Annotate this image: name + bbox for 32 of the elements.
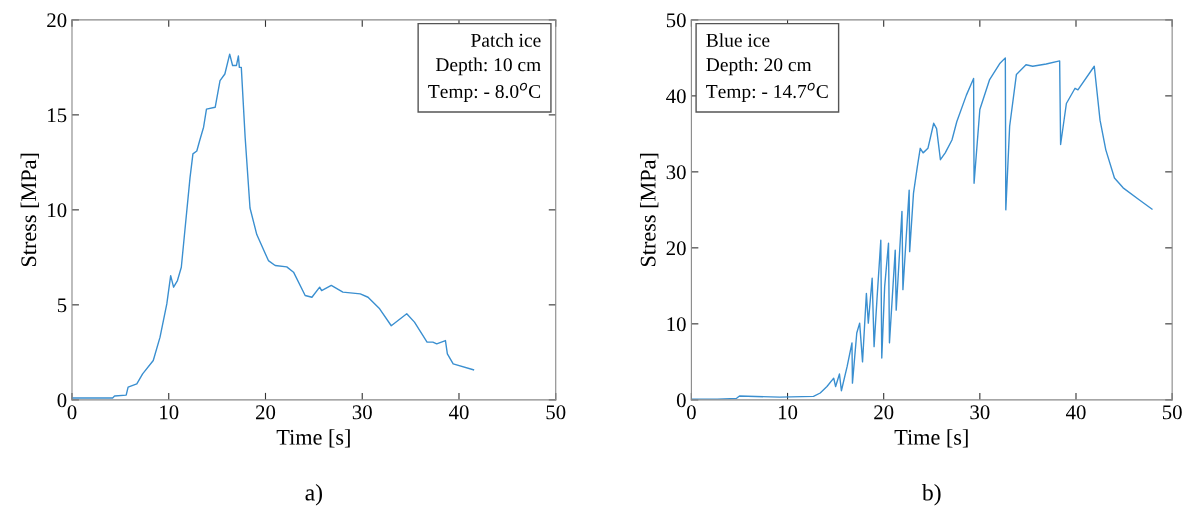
- x-tick-label: 50: [546, 405, 566, 420]
- text: b): [921, 483, 941, 506]
- annotation: Patch ice Depth: 10 cm Temp: - 8.0$^{o}$C: [428, 33, 541, 102]
- x-tick-label: 40: [448, 405, 469, 420]
- annotation: Blue ice Depth: 20 cm Temp: - 14.7$^{o}$C: [706, 33, 828, 102]
- text: a): [305, 483, 322, 506]
- y-tick-label: 10: [667, 317, 686, 332]
- y-tick-label: 10: [48, 203, 67, 218]
- y-axis-title: Stress [MPa]: [20, 153, 39, 267]
- x-tick-label: 10: [778, 405, 798, 420]
- y-tick-label: 5: [57, 298, 67, 313]
- y-tick-label: 40: [666, 89, 686, 104]
- x-axis-title: Time [s]: [276, 429, 350, 448]
- y-tick-label: 0: [57, 393, 67, 408]
- y-tick-label: 20: [47, 13, 67, 28]
- line-series: [691, 57, 1153, 400]
- y-axis-title: Stress [MPa]: [639, 153, 659, 267]
- x-tick-label: 0: [67, 405, 77, 420]
- x-tick-label: 30: [352, 405, 372, 420]
- y-tick-label: 15: [48, 108, 67, 123]
- x-axis-title: Time [s]: [894, 429, 968, 448]
- y-tick-label: 0: [676, 393, 686, 408]
- x-tick-label: 20: [874, 405, 894, 420]
- x-tick-label: 30: [970, 405, 990, 420]
- x-tick-label: 40: [1065, 405, 1086, 420]
- y-tick-label: 20: [666, 241, 686, 256]
- x-tick-label: 0: [686, 405, 696, 420]
- y-tick-label: 50: [666, 13, 686, 28]
- y-tick-label: 30: [666, 165, 686, 180]
- x-tick-label: 10: [160, 405, 179, 420]
- x-tick-label: 20: [255, 405, 276, 420]
- x-tick-label: 50: [1162, 405, 1182, 420]
